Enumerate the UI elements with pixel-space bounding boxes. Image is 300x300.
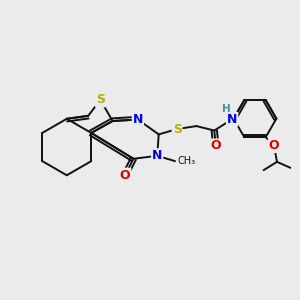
Text: H: H: [222, 104, 231, 114]
Text: S: S: [96, 94, 105, 106]
Text: N: N: [152, 149, 162, 162]
Text: O: O: [269, 139, 279, 152]
Text: O: O: [120, 169, 130, 182]
Text: N: N: [133, 113, 143, 126]
Text: CH₃: CH₃: [177, 156, 196, 166]
Text: O: O: [211, 140, 221, 152]
Text: S: S: [172, 122, 182, 136]
Text: N: N: [227, 113, 237, 126]
